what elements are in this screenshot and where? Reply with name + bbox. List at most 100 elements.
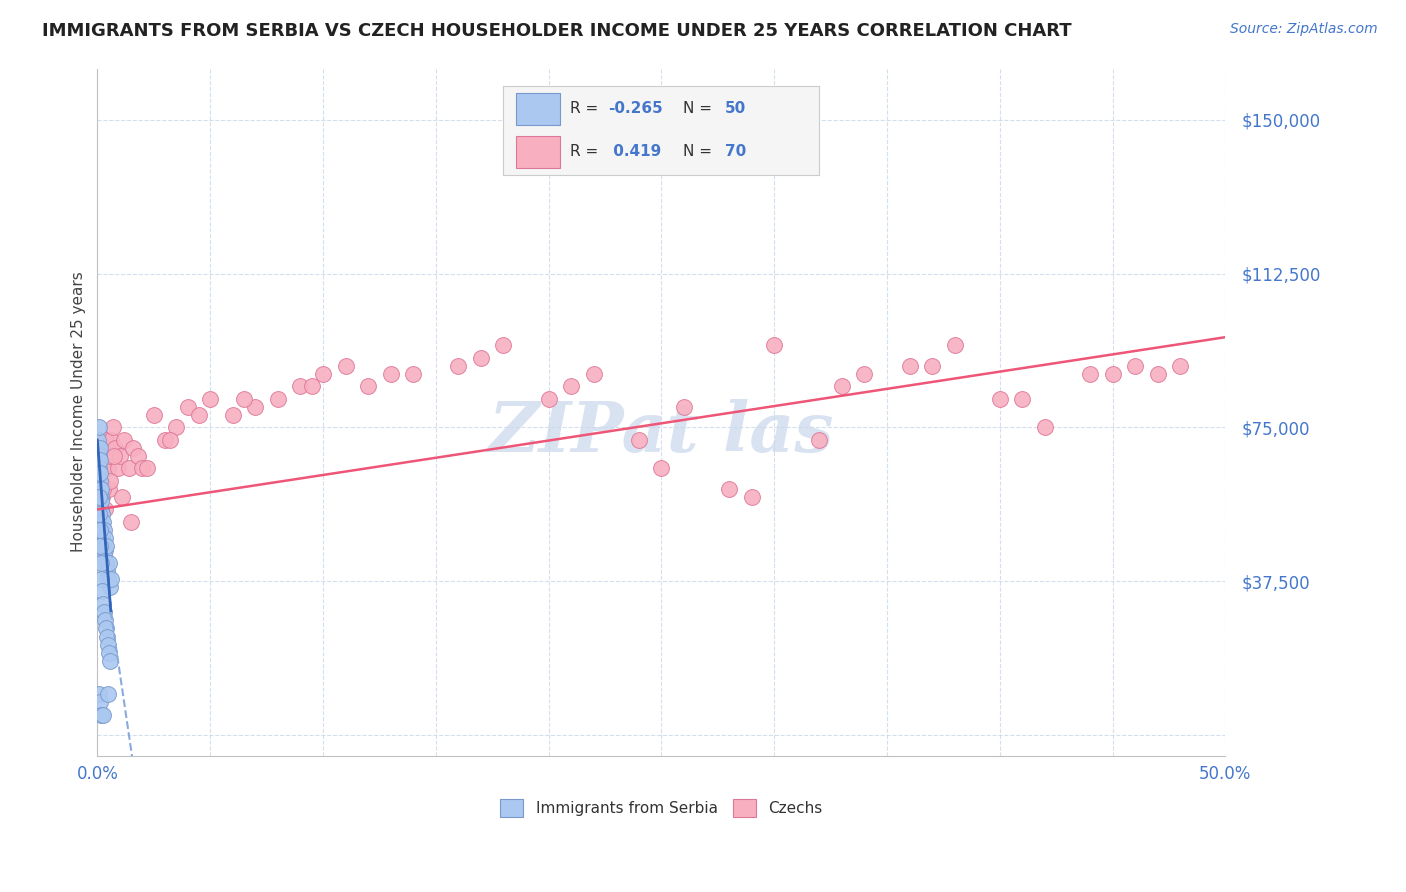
Point — [98, 646, 121, 660]
Point — [142, 408, 165, 422]
Point — [97, 638, 120, 652]
Point — [127, 449, 149, 463]
Point — [165, 420, 187, 434]
Point — [898, 359, 921, 373]
Point — [1078, 367, 1101, 381]
Point — [89, 540, 111, 554]
Point — [98, 581, 121, 595]
Point — [763, 338, 786, 352]
Point — [831, 379, 853, 393]
Point — [89, 441, 111, 455]
Point — [89, 453, 111, 467]
Point — [582, 367, 605, 381]
Point — [90, 490, 112, 504]
Point — [94, 556, 117, 570]
Point — [89, 461, 111, 475]
Point — [627, 433, 650, 447]
Point — [187, 408, 209, 422]
Point — [988, 392, 1011, 406]
Point — [96, 540, 118, 554]
Point — [91, 597, 114, 611]
Point — [176, 400, 198, 414]
Point — [94, 502, 117, 516]
Point — [91, 540, 114, 554]
Point — [89, 466, 111, 480]
Point — [198, 392, 221, 406]
Point — [103, 449, 125, 463]
Point — [96, 687, 118, 701]
Text: ZIPat las: ZIPat las — [489, 399, 834, 467]
Point — [380, 367, 402, 381]
Point — [91, 584, 114, 599]
Y-axis label: Householder Income Under 25 years: Householder Income Under 25 years — [72, 272, 86, 552]
Point — [153, 433, 176, 447]
Point — [943, 338, 966, 352]
Point — [447, 359, 470, 373]
Point — [89, 482, 111, 496]
Point — [98, 449, 121, 463]
Point — [94, 621, 117, 635]
Point — [90, 515, 112, 529]
Point — [97, 482, 120, 496]
Point — [89, 474, 111, 488]
Point — [96, 461, 118, 475]
Legend: Immigrants from Serbia, Czechs: Immigrants from Serbia, Czechs — [495, 793, 828, 823]
Point — [108, 449, 131, 463]
Point — [96, 433, 118, 447]
Point — [93, 441, 115, 455]
Point — [122, 441, 145, 455]
Point — [808, 433, 831, 447]
Point — [136, 461, 159, 475]
Text: Source: ZipAtlas.com: Source: ZipAtlas.com — [1230, 22, 1378, 37]
Point — [1168, 359, 1191, 373]
Point — [91, 482, 114, 496]
Point — [93, 605, 115, 619]
Text: IMMIGRANTS FROM SERBIA VS CZECH HOUSEHOLDER INCOME UNDER 25 YEARS CORRELATION CH: IMMIGRANTS FROM SERBIA VS CZECH HOUSEHOL… — [42, 22, 1071, 40]
Point — [111, 490, 134, 504]
Point — [93, 523, 115, 537]
Point — [91, 531, 114, 545]
Point — [90, 707, 112, 722]
Point — [97, 572, 120, 586]
Point — [87, 449, 110, 463]
Point — [98, 474, 121, 488]
Point — [89, 420, 111, 434]
Point — [492, 338, 515, 352]
Point — [357, 379, 380, 393]
Point — [1033, 420, 1056, 434]
Point — [90, 494, 112, 508]
Point — [91, 461, 114, 475]
Point — [94, 449, 117, 463]
Point — [301, 379, 323, 393]
Point — [107, 461, 129, 475]
Point — [245, 400, 267, 414]
Point — [290, 379, 312, 393]
Point — [741, 490, 763, 504]
Point — [1011, 392, 1033, 406]
Point — [90, 572, 112, 586]
Point — [91, 515, 114, 529]
Point — [159, 433, 181, 447]
Point — [93, 531, 115, 545]
Point — [96, 564, 118, 578]
Point — [853, 367, 876, 381]
Point — [267, 392, 290, 406]
Point — [94, 543, 117, 558]
Point — [90, 523, 112, 537]
Point — [90, 474, 112, 488]
Point — [222, 408, 245, 422]
Point — [100, 433, 122, 447]
Point — [87, 490, 110, 504]
Point — [89, 687, 111, 701]
Point — [91, 707, 114, 722]
Point — [90, 556, 112, 570]
Point — [118, 461, 141, 475]
Point — [1123, 359, 1146, 373]
Point — [89, 523, 111, 537]
Point — [89, 490, 111, 504]
Point — [90, 502, 112, 516]
Point — [93, 548, 115, 562]
Point — [131, 461, 153, 475]
Point — [104, 441, 127, 455]
Point — [921, 359, 943, 373]
